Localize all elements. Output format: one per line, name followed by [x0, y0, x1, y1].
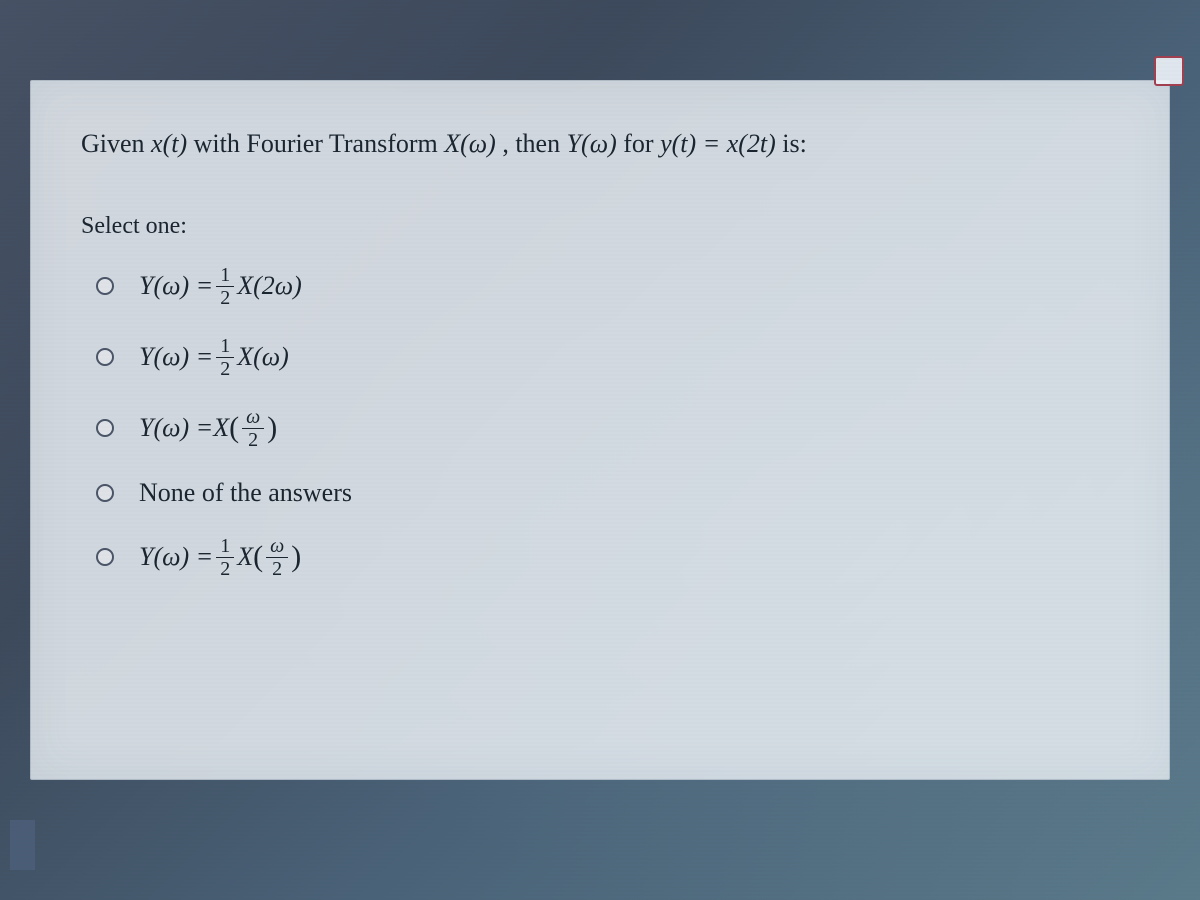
option-item[interactable]: Y(ω) = X(ω2) [96, 407, 1119, 450]
option-item[interactable]: None of the answers [96, 478, 1119, 508]
option-item[interactable]: Y(ω) = 12X(ω2) [96, 536, 1119, 579]
question-stem: Given x(t) with Fourier Transform X(ω) ,… [81, 121, 1119, 168]
question-panel: Given x(t) with Fourier Transform X(ω) ,… [30, 80, 1170, 780]
math-expression: x(t) [151, 129, 187, 158]
options-list: Y(ω) = 12X(2ω) Y(ω) = 12X(ω) Y(ω) = X(ω2) N… [81, 265, 1119, 579]
option-label: Y(ω) = 12X(ω2) [139, 536, 301, 579]
radio-button[interactable] [96, 277, 114, 295]
question-text-part: is: [782, 129, 807, 158]
math-expression: Y(ω) [567, 129, 617, 158]
option-label: None of the answers [139, 478, 352, 508]
option-item[interactable]: Y(ω) = 12X(ω) [96, 336, 1119, 379]
option-label: Y(ω) = 12X(2ω) [139, 265, 302, 308]
question-text-part: , then [502, 129, 566, 158]
select-one-label: Select one: [81, 213, 1119, 240]
option-item[interactable]: Y(ω) = 12X(2ω) [96, 265, 1119, 308]
radio-button[interactable] [96, 484, 114, 502]
radio-button[interactable] [96, 548, 114, 566]
math-expression: y(t) = x(2t) [660, 129, 776, 158]
math-expression: X(ω) [444, 129, 496, 158]
question-text-part: with Fourier Transform [194, 129, 445, 158]
flag-question-button[interactable] [1154, 56, 1184, 86]
taskbar-fragment [10, 820, 35, 870]
question-text-part: for [623, 129, 660, 158]
radio-button[interactable] [96, 348, 114, 366]
question-text-part: Given [81, 129, 151, 158]
option-label: Y(ω) = X(ω2) [139, 407, 277, 450]
option-label: Y(ω) = 12X(ω) [139, 336, 289, 379]
radio-button[interactable] [96, 419, 114, 437]
